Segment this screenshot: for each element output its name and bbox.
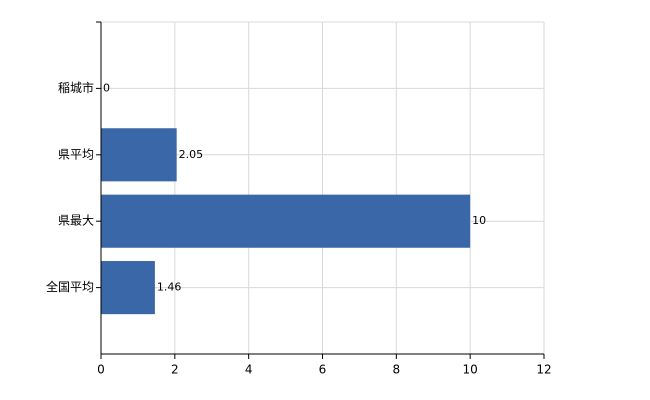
value-label: 10 xyxy=(472,214,486,227)
x-tick-label: 6 xyxy=(319,363,327,377)
value-label: 0 xyxy=(103,81,110,94)
x-tick-label: 10 xyxy=(463,363,478,377)
x-tick-label: 8 xyxy=(393,363,401,377)
x-tick-label: 2 xyxy=(171,363,179,377)
bar xyxy=(101,261,155,315)
y-tick-label: 全国平均 xyxy=(46,279,94,294)
bar xyxy=(101,128,177,182)
bar xyxy=(101,194,471,248)
y-tick-label: 県最大 xyxy=(58,214,94,228)
value-label: 2.05 xyxy=(179,148,204,161)
y-tick-label: 県平均 xyxy=(58,147,94,161)
x-tick-label: 12 xyxy=(536,363,551,377)
x-tick-label: 0 xyxy=(97,363,105,377)
value-label: 1.46 xyxy=(157,281,182,294)
y-tick-label: 稲城市 xyxy=(58,80,94,95)
x-tick-label: 4 xyxy=(245,363,253,377)
